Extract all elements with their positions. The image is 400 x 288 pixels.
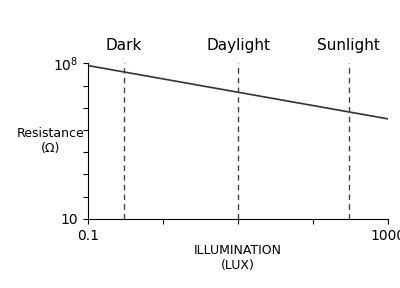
Text: Sunlight: Sunlight bbox=[317, 38, 380, 53]
Text: Daylight: Daylight bbox=[206, 38, 270, 53]
X-axis label: ILLUMINATION
(LUX): ILLUMINATION (LUX) bbox=[194, 244, 282, 272]
Y-axis label: Resistance
(Ω): Resistance (Ω) bbox=[16, 127, 84, 155]
Text: Dark: Dark bbox=[106, 38, 142, 53]
